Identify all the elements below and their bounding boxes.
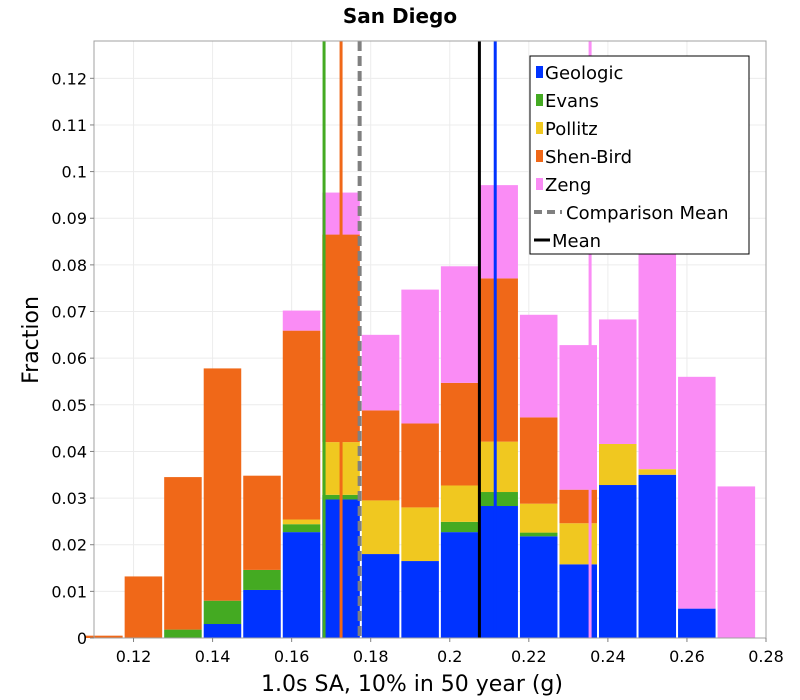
x-tick-label-7: 0.26 — [669, 647, 705, 666]
y-tick-label-6: 0.06 — [51, 349, 87, 368]
y-tick-label-1: 0.01 — [51, 582, 87, 601]
bar-evans-9 — [440, 521, 479, 533]
legend-swatch-geologic — [536, 66, 543, 78]
bar-shen-bird-3 — [203, 368, 242, 601]
bar-shen-bird-0 — [85, 635, 123, 638]
bar-geologic-5 — [282, 532, 321, 638]
bar-pollitz-7 — [361, 500, 400, 555]
legend-label-evans: Evans — [545, 91, 599, 112]
y-tick-label-9: 0.09 — [51, 209, 87, 228]
bar-shen-bird-7 — [361, 410, 400, 501]
bar-geologic-9 — [440, 532, 479, 638]
bar-geologic-11 — [519, 536, 558, 638]
x-axis-label: 1.0s SA, 10% in 50 year (g) — [261, 672, 563, 697]
bar-pollitz-9 — [440, 485, 479, 522]
y-tick-label-3: 0.03 — [51, 489, 87, 508]
legend-swatch-evans — [536, 94, 543, 106]
legend-swatch-shen-bird — [536, 150, 543, 162]
y-tick-label-0: 0 — [77, 629, 87, 648]
bar-geologic-15 — [678, 608, 716, 638]
bar-zeng-15 — [678, 376, 716, 609]
x-tick-label-6: 0.24 — [590, 647, 626, 666]
bar-shen-bird-10 — [480, 278, 518, 442]
bar-pollitz-11 — [519, 503, 558, 533]
bar-pollitz-13 — [599, 443, 637, 486]
bar-zeng-13 — [599, 319, 637, 444]
legend-label-mean: Mean — [552, 231, 601, 252]
bar-shen-bird-2 — [164, 477, 202, 630]
legend-label-comparison-mean: Comparison Mean — [566, 203, 729, 224]
x-tick-label-4: 0.2 — [437, 647, 462, 666]
y-tick-label-11: 0.11 — [51, 116, 87, 135]
bar-zeng-7 — [361, 334, 400, 411]
bar-shen-bird-4 — [243, 475, 281, 570]
legend-swatch-pollitz — [536, 122, 543, 134]
bar-evans-5 — [282, 524, 321, 533]
y-axis-label: Fraction — [19, 296, 44, 384]
y-tick-label-7: 0.07 — [51, 303, 87, 322]
bar-geologic-3 — [203, 624, 242, 638]
chart-title: San Diego — [343, 4, 457, 28]
bar-zeng-11 — [519, 314, 558, 418]
bar-evans-4 — [243, 569, 281, 590]
bar-zeng-5 — [282, 310, 321, 331]
bar-pollitz-5 — [282, 519, 321, 525]
bar-evans-2 — [164, 629, 202, 638]
bar-shen-bird-1 — [124, 576, 163, 638]
bar-shen-bird-9 — [440, 382, 479, 486]
y-tick-label-10: 0.1 — [62, 163, 87, 182]
bar-zeng-16 — [717, 486, 756, 638]
bar-geologic-14 — [638, 474, 677, 638]
x-tick-label-8: 0.28 — [748, 647, 784, 666]
x-tick-label-1: 0.14 — [195, 647, 231, 666]
legend-label-shen-bird: Shen-Bird — [545, 147, 632, 168]
legend-label-pollitz: Pollitz — [545, 119, 598, 140]
bar-geologic-7 — [361, 554, 400, 638]
bar-zeng-8 — [401, 289, 439, 424]
plot-frame — [93, 40, 767, 639]
bar-pollitz-10 — [480, 441, 518, 493]
legend-label-geologic: Geologic — [545, 63, 623, 84]
bar-geologic-4 — [243, 589, 281, 638]
y-tick-label-5: 0.05 — [51, 396, 87, 415]
bar-shen-bird-8 — [401, 423, 439, 508]
legend-label-zeng: Zeng — [545, 175, 591, 196]
bar-zeng-10 — [480, 185, 518, 279]
bar-geologic-10 — [480, 506, 518, 638]
bar-geologic-13 — [599, 485, 637, 638]
x-tick-label-2: 0.16 — [274, 647, 310, 666]
legend: Geologic Evans Pollitz Shen-Bird Zeng Compari… — [529, 55, 750, 255]
y-tick-label-2: 0.02 — [51, 536, 87, 555]
legend-box — [529, 55, 750, 255]
bar-evans-10 — [480, 492, 518, 507]
legend-swatch-zeng — [536, 178, 543, 190]
bar-shen-bird-11 — [519, 417, 558, 504]
bar-geologic-8 — [401, 561, 439, 638]
bar-shen-bird-5 — [282, 330, 321, 520]
bar-evans-11 — [519, 532, 558, 537]
x-tick-label-3: 0.18 — [353, 647, 389, 666]
bar-pollitz-8 — [401, 507, 439, 562]
bar-evans-3 — [203, 600, 242, 625]
bar-pollitz-14 — [638, 469, 677, 475]
plot-area: 0.12 0.14 0.16 0.18 0.2 0.22 0.24 0.26 0.28 0 0.01… — [51, 40, 784, 666]
bar-zeng-9 — [440, 266, 479, 383]
y-tick-label-12: 0.12 — [51, 69, 87, 88]
y-tick-label-4: 0.04 — [51, 442, 87, 461]
x-tick-label-5: 0.22 — [511, 647, 547, 666]
y-tick-label-8: 0.08 — [51, 256, 87, 275]
x-tick-label-0: 0.12 — [116, 647, 152, 666]
